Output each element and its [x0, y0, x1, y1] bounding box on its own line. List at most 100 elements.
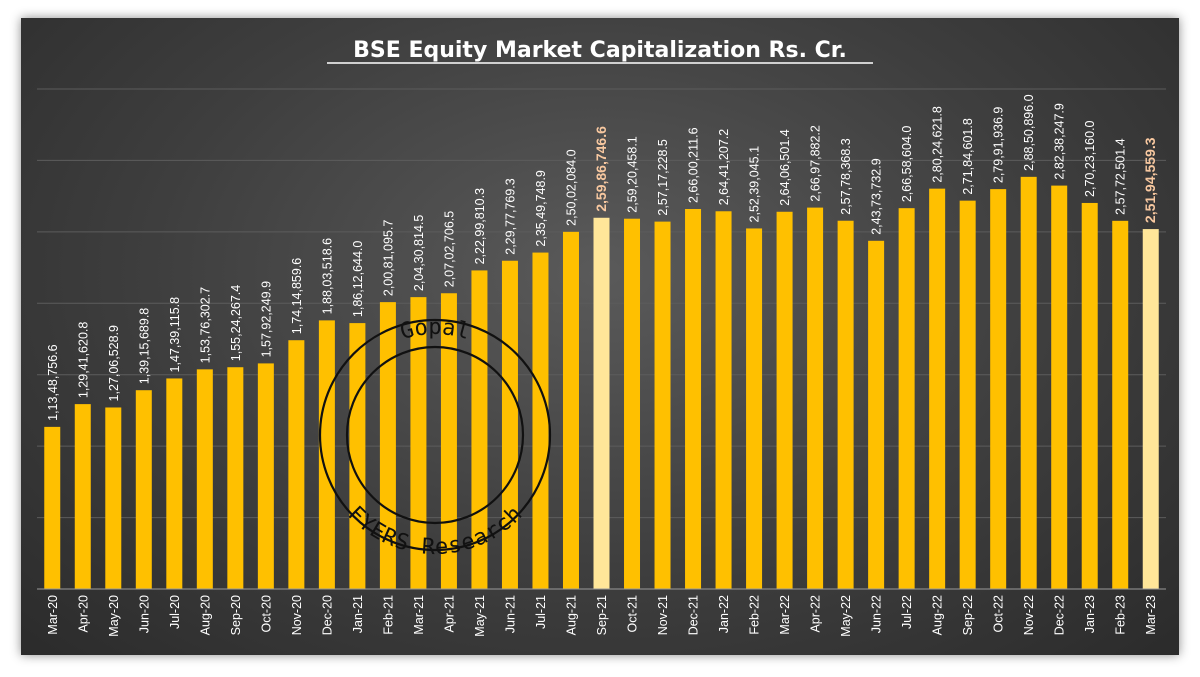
- x-tick-label: Sep-21: [595, 595, 609, 635]
- x-tick-label: Oct-20: [259, 595, 273, 633]
- bar-apr-21: [440, 293, 457, 589]
- value-label: 2,57,78,368.3: [839, 138, 853, 215]
- bar-dec-22: [1051, 185, 1068, 589]
- value-label: 2,43,73,732.9: [870, 158, 884, 235]
- x-tick-label: Oct-21: [626, 595, 640, 633]
- x-tick-label: Jun-21: [503, 595, 517, 633]
- bar-may-20: [105, 407, 122, 589]
- x-tick-label: May-22: [839, 595, 853, 637]
- bar-mar-23: [1142, 229, 1159, 589]
- value-label: 2,88,50,896.0: [1022, 94, 1036, 171]
- bar-jan-22: [715, 211, 732, 589]
- value-label: 2,71,84,601.8: [961, 118, 975, 195]
- bar-nov-20: [288, 340, 305, 589]
- x-tick-label: Aug-20: [198, 595, 212, 635]
- bar-sep-20: [227, 367, 244, 589]
- chart-title: BSE Equity Market Capitalization Rs. Cr.: [353, 38, 847, 63]
- x-tick-label: Jan-22: [717, 595, 731, 633]
- value-label: 2,70,23,160.0: [1083, 120, 1097, 197]
- x-tick-label: Jul-22: [900, 595, 914, 629]
- x-tick-label: Nov-21: [656, 595, 670, 635]
- value-label: 2,29,77,769.3: [503, 178, 517, 255]
- value-label: 2,50,02,084.0: [564, 149, 578, 226]
- bars: [44, 176, 1159, 590]
- bar-aug-20: [196, 369, 213, 589]
- value-label: 2,79,91,936.9: [992, 107, 1006, 184]
- value-label: 1,86,12,644.0: [351, 241, 365, 318]
- value-label: 2,07,02,706.5: [442, 211, 456, 288]
- x-tick-label: Sep-22: [961, 595, 975, 635]
- value-label: 1,74,14,859.6: [290, 258, 304, 335]
- bar-feb-23: [1112, 220, 1129, 589]
- bar-feb-21: [379, 302, 396, 589]
- value-label: 1,53,76,302.7: [198, 287, 212, 364]
- x-tick-label: Mar-20: [46, 595, 60, 635]
- value-label: 1,13,48,756.6: [46, 344, 60, 421]
- x-tick-label: Feb-23: [1114, 595, 1128, 635]
- value-label: 1,29,41,620.8: [76, 322, 90, 399]
- bar-aug-21: [562, 231, 579, 589]
- value-label: 2,00,81,095.7: [381, 220, 395, 297]
- bar-feb-22: [746, 228, 763, 590]
- value-label: 2,59,86,746.6: [593, 126, 609, 212]
- bar-nov-21: [654, 221, 671, 589]
- value-label: 2,51,94,559.3: [1142, 137, 1158, 223]
- x-tick-label: May-21: [473, 595, 487, 637]
- x-tick-label: Feb-21: [381, 595, 395, 635]
- x-tick-label: Jan-23: [1083, 595, 1097, 633]
- value-label: 2,35,49,748.9: [534, 170, 548, 247]
- bar-jun-20: [135, 390, 152, 589]
- value-label: 1,57,92,249.9: [259, 281, 273, 358]
- value-label: 2,80,24,621.8: [931, 106, 945, 183]
- value-label: 2,04,30,814.5: [412, 215, 426, 292]
- value-label: 2,57,72,501.4: [1114, 138, 1128, 215]
- bar-jul-20: [166, 378, 183, 589]
- value-label: 1,39,15,689.8: [137, 308, 151, 385]
- x-tick-label: Sep-20: [229, 595, 243, 635]
- bar-jul-21: [532, 252, 549, 589]
- x-tick-label: Apr-20: [76, 595, 90, 633]
- x-tick-label: May-20: [107, 595, 121, 637]
- value-label: 2,64,06,501.4: [778, 129, 792, 206]
- x-tick-label: Mar-22: [778, 595, 792, 635]
- bar-jul-22: [898, 208, 915, 590]
- x-tick-label: Jun-22: [870, 595, 884, 633]
- bar-dec-21: [685, 208, 702, 589]
- x-tick-label: Jul-21: [534, 595, 548, 629]
- value-label: 2,66,97,882.2: [809, 125, 823, 202]
- bar-mar-22: [776, 211, 793, 589]
- x-tick-label: Apr-21: [442, 595, 456, 633]
- x-tick-label: Mar-21: [412, 595, 426, 635]
- bar-jun-22: [868, 240, 885, 589]
- x-tick-label: Jun-20: [137, 595, 151, 633]
- bar-jan-21: [349, 323, 366, 589]
- bar-sep-22: [959, 200, 976, 589]
- value-label: 2,22,99,810.3: [473, 188, 487, 265]
- value-label: 2,64,41,207.2: [717, 129, 731, 206]
- stamp-bottom-text: FYERS Research: [343, 502, 528, 561]
- bar-nov-22: [1020, 176, 1037, 589]
- bar-may-22: [837, 220, 854, 589]
- stamp-top-text: Gopal: [398, 315, 473, 345]
- bar-chart: BSE Equity Market Capitalization Rs. Cr.…: [37, 38, 1166, 637]
- bar-jun-21: [501, 260, 518, 589]
- x-tick-label: Nov-22: [1022, 595, 1036, 635]
- x-tick-label: Nov-20: [290, 595, 304, 635]
- x-tick-label: Jan-21: [351, 595, 365, 633]
- bar-oct-22: [990, 189, 1007, 590]
- x-tick-label: Feb-22: [748, 595, 762, 635]
- x-tick-label: Mar-23: [1144, 595, 1158, 635]
- bar-jan-23: [1081, 202, 1098, 589]
- x-tick-label: Aug-21: [564, 595, 578, 635]
- value-label: 1,27,06,528.9: [107, 325, 121, 402]
- value-label: 1,55,24,267.4: [229, 285, 243, 362]
- x-axis-ticks: Mar-20 Apr-20 May-20 Jun-20 Jul-20 Aug-20 Sep-…: [46, 595, 1158, 637]
- x-tick-label: Jul-20: [168, 595, 182, 629]
- x-tick-label: Oct-22: [992, 595, 1006, 633]
- bar-aug-22: [929, 188, 946, 589]
- bar-mar-20: [44, 426, 61, 589]
- x-tick-label: Dec-21: [687, 595, 701, 635]
- bar-oct-21: [624, 218, 641, 589]
- bar-oct-20: [257, 363, 274, 589]
- value-label: 2,52,39,045.1: [748, 146, 762, 223]
